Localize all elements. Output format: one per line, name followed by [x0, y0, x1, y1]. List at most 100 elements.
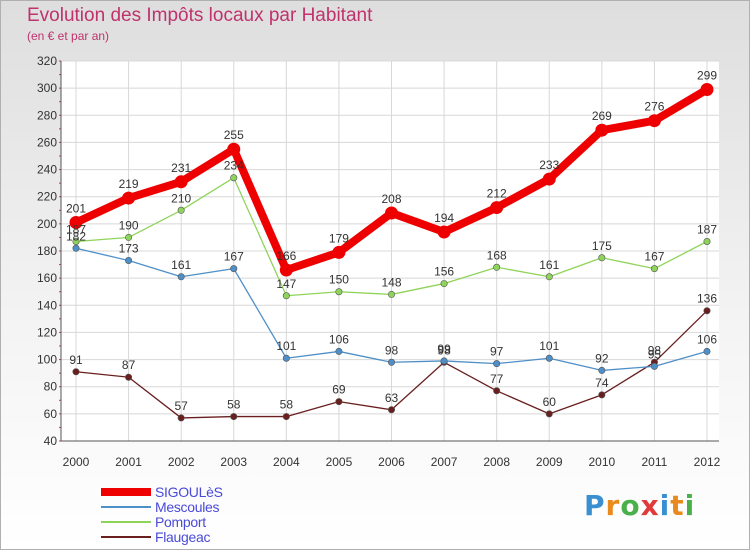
- data-point: [230, 174, 238, 182]
- data-point: [387, 358, 395, 366]
- x-tick-label: 2009: [536, 455, 563, 469]
- data-point: [545, 273, 553, 281]
- y-tick-label: 80: [44, 380, 58, 394]
- logo-letter: o: [620, 489, 641, 522]
- data-point: [177, 206, 185, 214]
- logo-letter: x: [640, 489, 660, 522]
- data-label: 98: [437, 343, 451, 357]
- legend-swatch: [101, 506, 151, 508]
- data-label: 91: [69, 353, 83, 367]
- data-point: [545, 410, 553, 418]
- logo-letter: r: [605, 489, 621, 522]
- y-tick-label: 220: [37, 190, 57, 204]
- data-label: 97: [490, 345, 504, 359]
- data-label: 161: [171, 258, 191, 272]
- y-tick-label: 180: [37, 244, 57, 258]
- proxiti-logo: Proxiti: [584, 489, 695, 522]
- x-tick-label: 2004: [273, 455, 300, 469]
- data-point: [227, 142, 241, 156]
- data-point: [493, 263, 501, 271]
- data-label: 147: [276, 277, 296, 291]
- data-label: 190: [119, 218, 139, 232]
- data-point: [647, 114, 661, 128]
- data-point: [595, 123, 609, 137]
- x-tick-label: 2011: [642, 455, 668, 469]
- y-tick-label: 200: [37, 217, 57, 231]
- y-tick-label: 100: [37, 353, 57, 367]
- data-label: 231: [171, 161, 191, 175]
- data-label: 234: [224, 159, 244, 173]
- data-label: 58: [227, 398, 241, 412]
- axes: 40 60 80 100 120 140 160 180 200 220 240 260 280 300 3…: [37, 54, 721, 469]
- legend-label: Flaugeac: [155, 529, 211, 545]
- data-point: [177, 273, 185, 281]
- data-point: [332, 245, 346, 259]
- data-point: [125, 256, 133, 264]
- data-point: [385, 206, 398, 220]
- data-label: 179: [329, 231, 349, 245]
- series-group: [69, 83, 714, 422]
- logo-letter: t: [670, 489, 685, 522]
- data-point: [230, 413, 238, 421]
- data-label: 166: [276, 249, 296, 263]
- x-tick-label: 2005: [326, 455, 353, 469]
- data-label: 136: [697, 292, 717, 306]
- data-label: 168: [487, 248, 507, 262]
- data-point: [279, 263, 293, 277]
- data-label: 92: [595, 351, 609, 365]
- logo-letter: i: [659, 489, 671, 522]
- data-point: [598, 366, 606, 374]
- data-point: [493, 360, 501, 368]
- data-label: 74: [595, 376, 609, 390]
- data-point: [72, 238, 80, 246]
- x-tick-label: 2003: [220, 455, 247, 469]
- y-tick-label: 60: [44, 407, 58, 421]
- data-label: 173: [119, 242, 139, 256]
- legend-swatch: [101, 536, 151, 538]
- data-label: 95: [648, 347, 662, 361]
- data-point: [650, 362, 658, 370]
- y-tick-label: 40: [44, 434, 58, 448]
- data-label: 182: [66, 229, 86, 243]
- data-label: 255: [224, 128, 244, 142]
- data-point: [437, 225, 451, 239]
- data-point: [598, 254, 606, 262]
- data-point: [542, 172, 556, 186]
- data-point: [387, 290, 395, 298]
- data-point: [282, 292, 290, 300]
- data-label: 269: [592, 109, 612, 123]
- x-tick-label: 2002: [168, 455, 195, 469]
- data-point: [650, 265, 658, 273]
- data-label: 187: [66, 223, 86, 237]
- data-point: [177, 414, 185, 422]
- x-tick-label: 2010: [588, 455, 615, 469]
- data-label: 60: [543, 395, 557, 409]
- y-tick-label: 320: [37, 54, 57, 68]
- legend-label: SIGOULèS: [155, 484, 223, 500]
- x-tick-label: 2000: [63, 455, 90, 469]
- data-label: 58: [280, 398, 294, 412]
- grid: [61, 60, 719, 442]
- x-tick-label: 2012: [694, 455, 721, 469]
- data-point: [700, 83, 714, 96]
- data-point: [230, 265, 238, 273]
- legend-label: Mescoules: [155, 499, 220, 515]
- data-label: 106: [329, 332, 349, 346]
- data-label: 57: [174, 399, 188, 413]
- chart-subtitle: (en € et par an): [27, 29, 110, 43]
- data-point: [122, 191, 136, 205]
- logo-letter: P: [584, 489, 606, 522]
- data-point: [174, 175, 188, 189]
- legend-swatch: [101, 521, 151, 523]
- legend-swatch: [101, 488, 151, 496]
- data-point: [72, 368, 80, 376]
- data-label: 87: [122, 358, 136, 372]
- x-tick-label: 2007: [431, 455, 458, 469]
- data-label: 106: [697, 332, 717, 346]
- y-tick-label: 280: [37, 108, 57, 122]
- data-label: 299: [697, 69, 717, 83]
- data-label: 101: [276, 339, 296, 353]
- data-label: 98: [385, 343, 399, 357]
- data-label: 150: [329, 273, 349, 287]
